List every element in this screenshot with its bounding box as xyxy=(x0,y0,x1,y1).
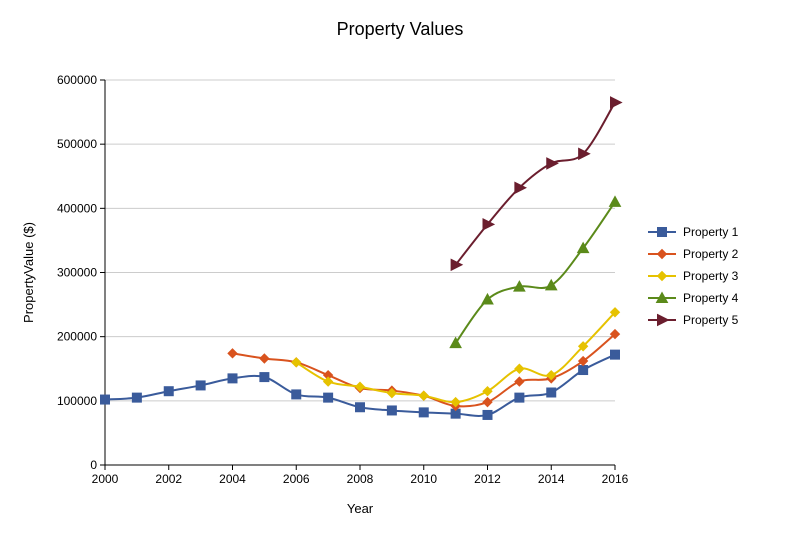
y-axis-label: PropertyValue ($) xyxy=(21,222,36,323)
x-tick-label: 2010 xyxy=(410,472,437,486)
legend: Property 1 Property 2 Property 3 Property 4… xyxy=(648,225,739,327)
y-tick-label: 400000 xyxy=(57,201,97,215)
plot-area: 0 100000 200000 300000 400000 500000 600000 200… xyxy=(57,73,629,486)
y-tick-label: 0 xyxy=(90,458,97,472)
x-axis-label: Year xyxy=(347,501,374,516)
chart-svg: Property Values 0 100000 200000 300000 40000… xyxy=(0,0,800,540)
x-tick-label: 2000 xyxy=(92,472,119,486)
y-tick-label: 100000 xyxy=(57,394,97,408)
x-tick-label: 2016 xyxy=(602,472,629,486)
series xyxy=(451,97,621,270)
legend-item: Property 5 xyxy=(648,313,739,327)
y-tick-label: 600000 xyxy=(57,73,97,87)
y-tick-label: 300000 xyxy=(57,266,97,280)
legend-label: Property 1 xyxy=(683,225,739,239)
legend-item: Property 4 xyxy=(648,291,739,305)
x-tick-label: 2014 xyxy=(538,472,565,486)
y-tick-label: 200000 xyxy=(57,330,97,344)
x-tick-label: 2012 xyxy=(474,472,501,486)
legend-label: Property 2 xyxy=(683,247,739,261)
legend-label: Property 3 xyxy=(683,269,739,283)
x-tick-label: 2004 xyxy=(219,472,246,486)
legend-label: Property 4 xyxy=(683,291,739,305)
legend-item: Property 3 xyxy=(648,269,739,283)
chart-container: { "chart": { "type": "line", "title": "P… xyxy=(0,0,800,540)
legend-label: Property 5 xyxy=(683,313,739,327)
x-tick-label: 2008 xyxy=(347,472,374,486)
series xyxy=(292,308,620,407)
y-tick-label: 500000 xyxy=(57,137,97,151)
legend-item: Property 1 xyxy=(648,225,739,239)
chart-title: Property Values xyxy=(337,19,464,39)
x-tick-label: 2002 xyxy=(155,472,182,486)
legend-item: Property 2 xyxy=(648,247,739,261)
x-tick-label: 2006 xyxy=(283,472,310,486)
